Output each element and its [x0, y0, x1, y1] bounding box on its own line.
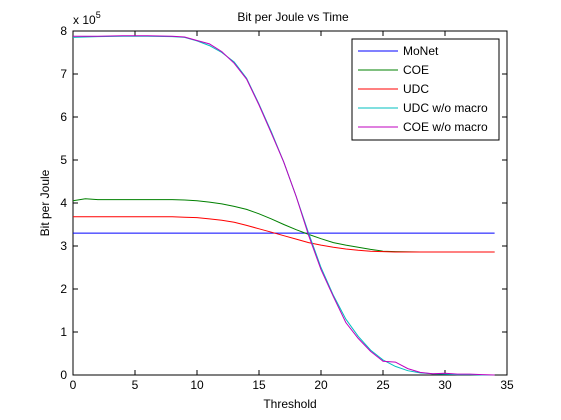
x-tick-label: 35 — [500, 378, 514, 392]
legend-label-coe-w-o-macro: COE w/o macro — [403, 120, 488, 134]
y-tick-label: 1 — [60, 325, 67, 339]
y-tick-label: 8 — [60, 24, 67, 38]
y-multiplier: x 105 — [73, 10, 101, 27]
y-tick-label: 5 — [60, 153, 67, 167]
x-tick-label: 10 — [190, 378, 204, 392]
x-tick-label: 30 — [438, 378, 452, 392]
legend-label-udc-w-o-macro: UDC w/o macro — [403, 101, 488, 115]
y-multiplier-base: x 10 — [73, 13, 96, 27]
series-line-coe-w-o-macro — [73, 35, 495, 376]
y-tick-label: 0 — [60, 368, 67, 382]
x-tick-label: 5 — [132, 378, 139, 392]
y-multiplier-exponent: 5 — [96, 10, 101, 20]
x-tick-label: 20 — [314, 378, 328, 392]
x-tick-label: 15 — [252, 378, 266, 392]
legend-label-coe: COE — [403, 63, 429, 77]
series-lines — [72, 35, 495, 376]
y-tick-label: 3 — [60, 239, 67, 253]
x-axis-label: Threshold — [263, 397, 316, 411]
y-tick-label: 7 — [60, 67, 67, 81]
y-tick-label: 6 — [60, 110, 67, 124]
x-tick-label: 25 — [376, 378, 390, 392]
legend-label-monet: MoNet — [403, 44, 439, 58]
x-tick-label: 0 — [70, 378, 77, 392]
axis-ticks: 0 5 10 15 20 25 30 35 0 1 2 3 4 5 6 7 8 — [60, 24, 514, 392]
legend: MoNet COE UDC UDC w/o macro COE w/o macro — [351, 38, 500, 141]
legend-label-udc: UDC — [403, 82, 429, 96]
y-tick-label: 2 — [60, 282, 67, 296]
series-line-udc — [73, 216, 495, 253]
y-axis-label: Bit per Joule — [38, 169, 52, 236]
y-tick-label: 4 — [60, 196, 67, 210]
chart-title: Bit per Joule vs Time — [237, 10, 349, 24]
